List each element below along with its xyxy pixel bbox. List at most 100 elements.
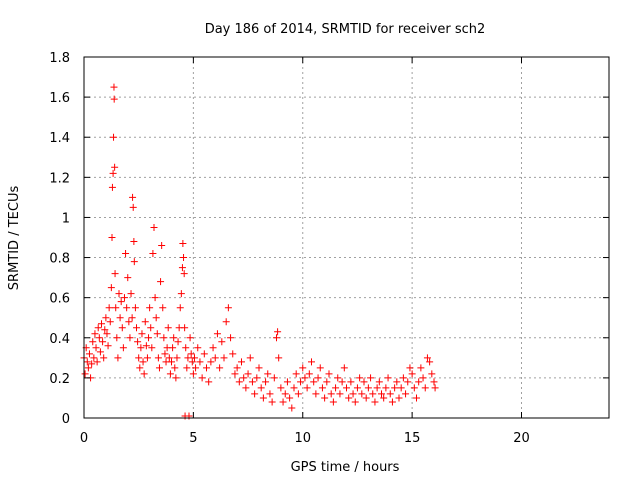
y-tick-label: 1.2 <box>49 171 70 186</box>
data-point <box>92 344 100 352</box>
data-point <box>288 404 296 412</box>
data-point <box>131 304 139 312</box>
data-point <box>157 278 165 286</box>
data-point <box>148 344 156 352</box>
data-point <box>209 344 217 352</box>
data-point <box>198 374 206 382</box>
data-point <box>116 314 124 322</box>
y-axis-label: SRMTID / TECUs <box>7 186 22 291</box>
data-point <box>190 354 198 362</box>
data-point <box>135 354 143 362</box>
data-point <box>338 378 346 386</box>
data-point <box>205 378 213 386</box>
data-point <box>179 240 187 248</box>
data-point <box>268 398 276 406</box>
data-point <box>107 284 115 292</box>
data-point <box>203 364 210 372</box>
data-point <box>353 384 361 392</box>
data-point <box>312 390 320 398</box>
data-point <box>283 378 291 386</box>
data-point <box>308 358 315 366</box>
data-point <box>100 354 108 362</box>
data-point <box>188 358 196 366</box>
ticks-layer: 0 5 10 15 20 0 0.2 0.4 0.6 0.8 1 1.2 1.4 1.6 1.8 <box>49 51 609 446</box>
data-point <box>119 344 127 352</box>
data-point <box>126 334 134 342</box>
data-point <box>257 384 265 392</box>
data-point <box>130 238 138 246</box>
data-point <box>88 360 96 368</box>
y-tick-label: 1.4 <box>49 131 70 146</box>
data-point <box>303 384 311 392</box>
data-point <box>332 384 340 392</box>
data-point <box>404 378 412 386</box>
plot-frame <box>83 56 610 419</box>
data-point <box>334 374 342 382</box>
data-point <box>220 354 228 362</box>
data-point <box>430 378 438 386</box>
y-tick-label: 1.8 <box>49 51 70 66</box>
data-point <box>146 304 154 312</box>
data-point <box>194 344 202 352</box>
data-point <box>323 378 331 386</box>
data-point <box>154 354 162 362</box>
data-point <box>161 350 169 358</box>
data-point <box>133 324 140 332</box>
data-point <box>428 370 436 378</box>
data-point <box>124 274 132 282</box>
data-point <box>136 364 144 372</box>
points-layer <box>80 83 439 420</box>
data-point <box>369 390 377 398</box>
data-point <box>85 350 93 358</box>
data-point <box>149 250 157 258</box>
data-point <box>105 304 113 312</box>
data-point <box>183 364 191 372</box>
data-point <box>114 354 122 362</box>
data-point <box>155 364 163 372</box>
data-point <box>110 95 118 103</box>
data-point <box>122 250 130 258</box>
data-point <box>413 394 420 402</box>
y-tick-label: 0.8 <box>49 252 70 267</box>
data-point <box>235 378 243 386</box>
data-point <box>160 334 168 342</box>
data-point <box>129 193 137 201</box>
data-point <box>327 390 335 398</box>
y-tick-label: 0.2 <box>49 372 70 387</box>
data-point <box>140 370 148 378</box>
data-point <box>111 270 119 278</box>
data-point <box>196 358 204 366</box>
data-point <box>165 354 173 362</box>
data-point <box>189 370 197 378</box>
data-point <box>109 169 117 177</box>
data-point <box>318 384 326 392</box>
data-point <box>375 378 383 386</box>
data-point <box>231 370 239 378</box>
data-point <box>113 334 121 342</box>
data-point <box>419 374 427 382</box>
data-point <box>145 334 153 342</box>
y-tick-label: 1.6 <box>49 91 70 106</box>
data-point <box>371 398 379 406</box>
data-point <box>90 354 98 362</box>
data-point <box>415 378 423 386</box>
y-tick-label: 1 <box>62 211 70 226</box>
data-point <box>150 223 158 231</box>
data-point <box>123 304 131 312</box>
data-point <box>325 370 333 378</box>
data-point <box>253 374 261 382</box>
data-point <box>270 374 278 382</box>
data-point <box>262 378 270 386</box>
data-point <box>246 354 254 362</box>
data-point <box>340 364 348 372</box>
data-point <box>110 133 118 141</box>
data-point <box>343 384 350 392</box>
data-point <box>290 384 298 392</box>
data-point <box>356 374 364 382</box>
data-point <box>172 374 180 382</box>
data-point <box>138 330 146 338</box>
data-point <box>305 370 313 378</box>
x-tick-label: 5 <box>189 431 197 446</box>
data-point <box>406 364 414 372</box>
data-point <box>164 324 172 332</box>
